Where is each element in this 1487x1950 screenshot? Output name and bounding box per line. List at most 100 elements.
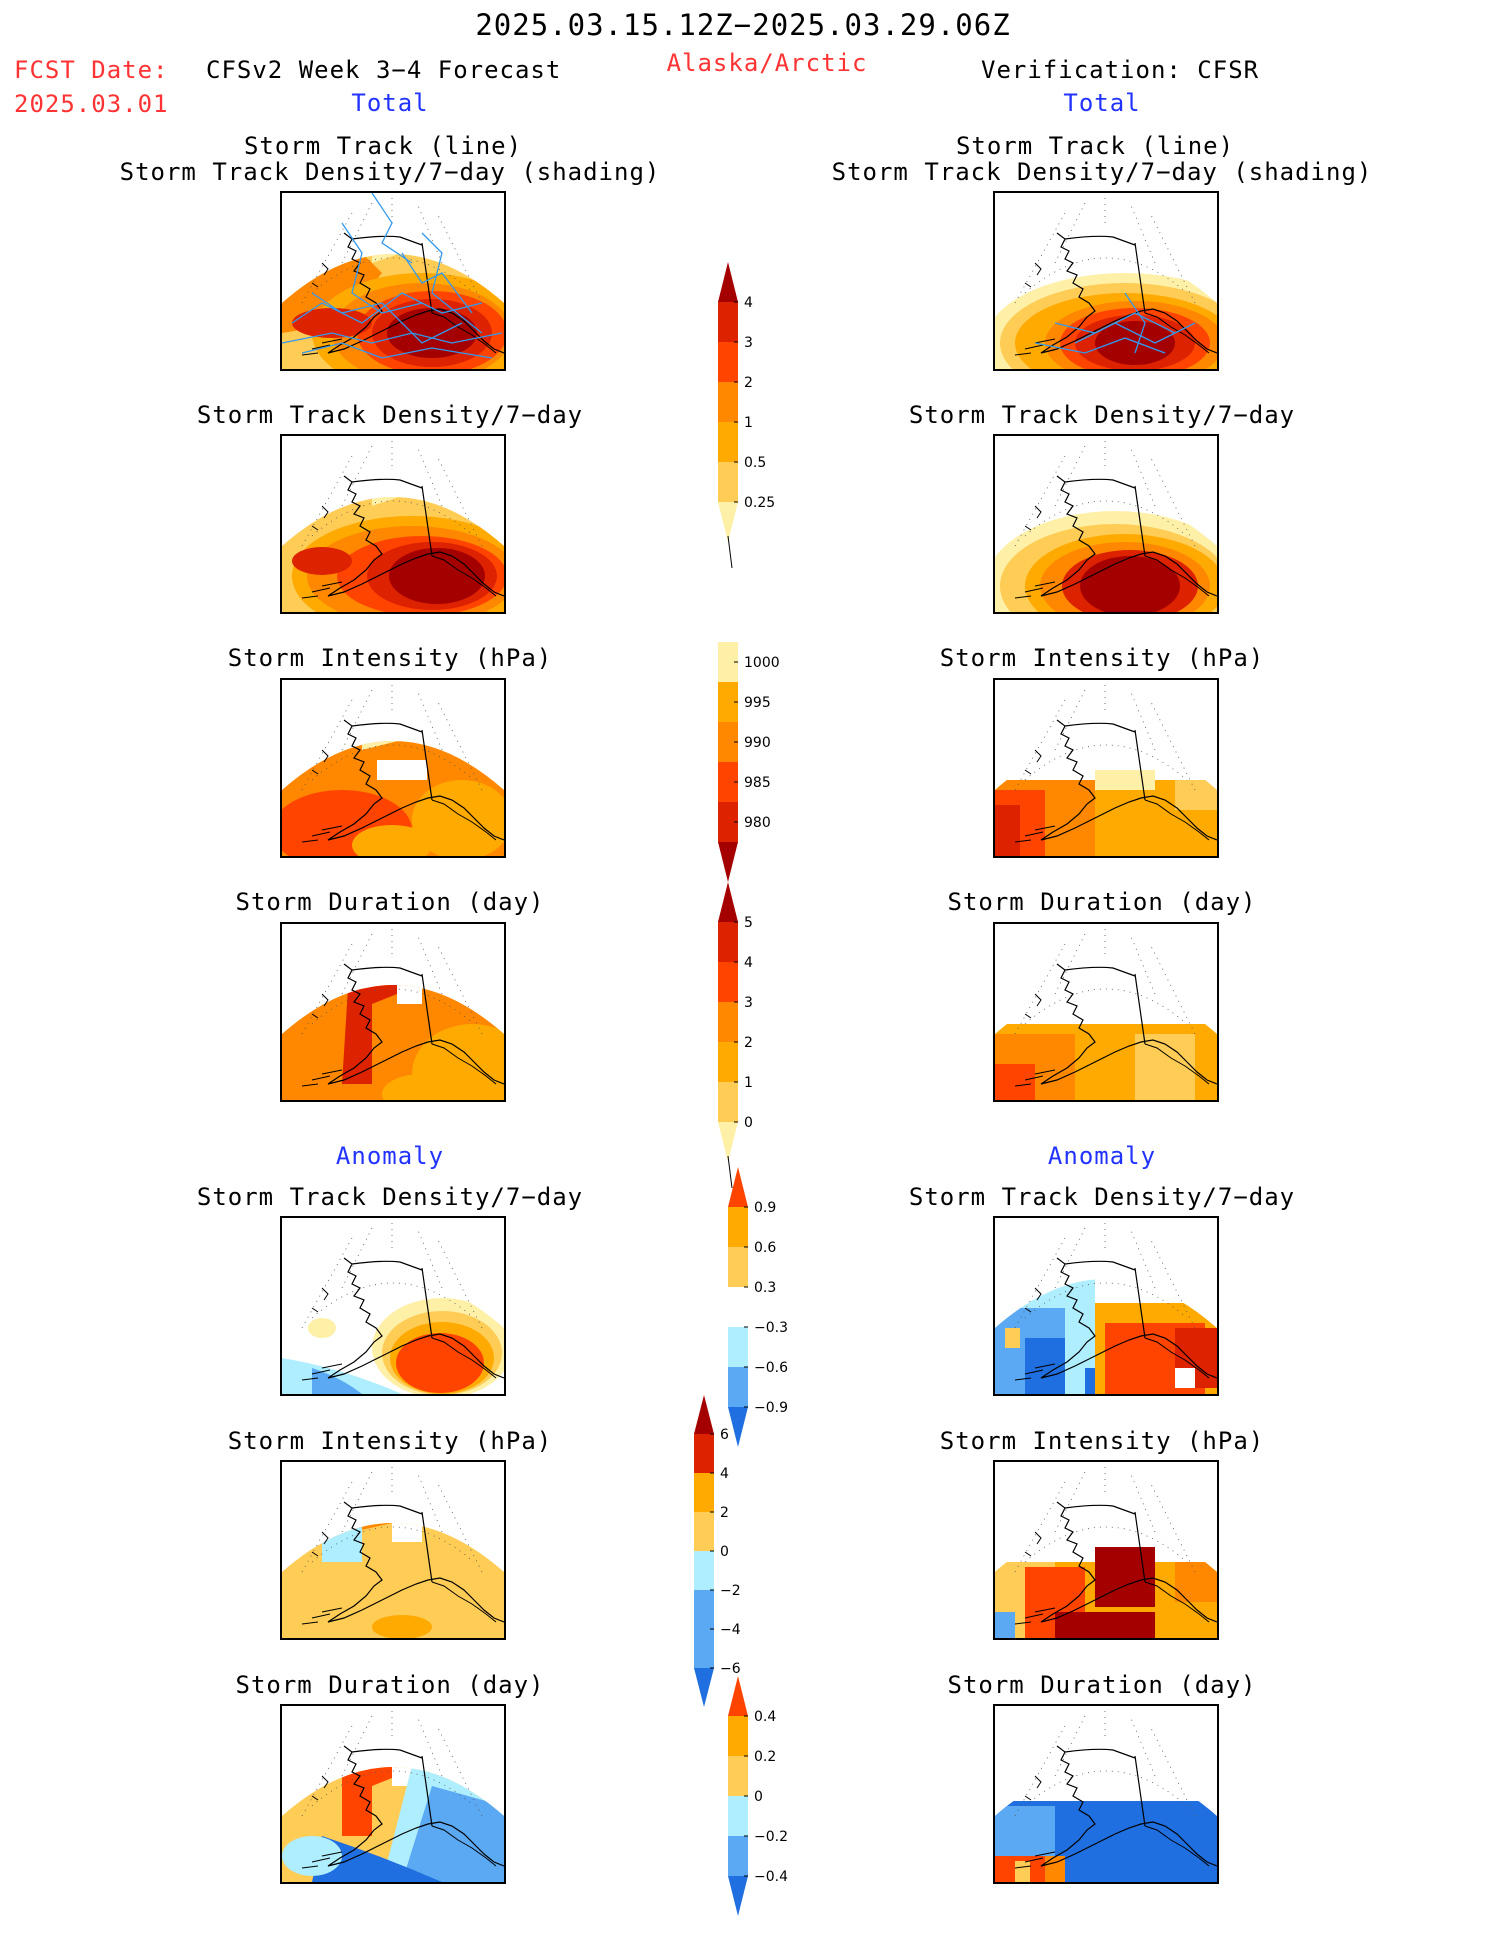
section-anomaly-right: Anomaly (1047, 1142, 1157, 1170)
colorbar-tick-label: −0.2 (754, 1829, 788, 1845)
colorbar-swatch (694, 1473, 714, 1512)
colorbar-swatch (694, 1395, 714, 1434)
colorbar-swatch (718, 302, 738, 342)
colorbar-tick-label: 4 (744, 295, 753, 311)
colorbar-density-anom: 0.9 0.6 0.3 −0.3 −0.6 −0.9 (728, 1167, 818, 1481)
colorbar-tick-label: −0.9 (754, 1400, 788, 1416)
colorbar-tick-label: 5 (744, 915, 753, 931)
map-track-forecast (280, 191, 506, 371)
colorbar-tick-label: −0.3 (754, 1320, 788, 1336)
title-duration-anom-left: Storm Duration (day) (235, 1671, 545, 1699)
colorbar-swatch (718, 842, 738, 882)
colorbar-swatch (728, 1716, 748, 1756)
colorbar-swatch (728, 1796, 748, 1836)
colorbar-swatch (728, 1836, 748, 1876)
title-intensity-anom-left: Storm Intensity (hPa) (227, 1427, 553, 1455)
colorbar-swatch (728, 1676, 748, 1716)
colorbar-swatch (718, 642, 738, 682)
colorbar-tick-label: 0.25 (744, 495, 775, 511)
colorbar-swatch (718, 1122, 738, 1162)
colorbar-duration-total: 5 4 3 2 1 0 (718, 882, 808, 1196)
colorbar-swatch (728, 1407, 748, 1447)
colorbar-tick-label: 0.6 (754, 1240, 776, 1256)
colorbar-intensity-total: 1000 995 990 985 980 (718, 642, 808, 916)
region-label: Alaska/Arctic (666, 49, 868, 77)
colorbar-swatch (694, 1668, 714, 1707)
colorbar-swatch (728, 1327, 748, 1367)
colorbar-tick-label: 1 (744, 415, 753, 431)
colorbar-tick-label: 0 (744, 1115, 753, 1131)
colorbar-swatch (728, 1367, 748, 1407)
colorbar-tick-label: −0.4 (754, 1869, 788, 1885)
colorbar-swatch (718, 1002, 738, 1042)
colorbar-tick-label: 0.4 (754, 1709, 776, 1725)
colorbar-swatch (718, 422, 738, 462)
colorbar-tick-label: 1000 (744, 655, 780, 671)
colorbar-swatch (718, 882, 738, 922)
colorbar-swatch (718, 382, 738, 422)
colorbar-swatch (694, 1434, 714, 1473)
colorbar-density-total: 4 3 2 1 0.5 0.25 (718, 262, 808, 576)
map-duration-forecast (280, 922, 506, 1102)
map-intensity-verification (993, 678, 1219, 858)
map-track-verification (993, 191, 1219, 371)
map-duration-verification (993, 922, 1219, 1102)
section-total-right: Total (1063, 89, 1141, 117)
title-track-line-right: Storm Track (line) (955, 132, 1235, 160)
colorbar-swatch (718, 502, 738, 542)
map-duration-anom-verification (993, 1704, 1219, 1884)
colorbar-swatch (694, 1551, 714, 1590)
colorbar-intensity-anom: 6 4 2 0 −2 −4 −6 (694, 1395, 784, 1741)
title-duration-anom-right: Storm Duration (day) (947, 1671, 1257, 1699)
colorbar-tick-label: 2 (744, 1035, 753, 1051)
title-density-anom-right: Storm Track Density/7−day (908, 1183, 1296, 1211)
colorbar-swatch (728, 1287, 748, 1327)
title-density-right: Storm Track Density/7−day (908, 401, 1296, 429)
colorbar-tick-label: 2 (720, 1505, 729, 1521)
colorbar-tick-label: 0.2 (754, 1749, 776, 1765)
verification-label: Verification: CFSR (981, 56, 1260, 84)
colorbar-tick-label: 0.9 (754, 1200, 776, 1216)
colorbar-tick-label: 4 (744, 955, 753, 971)
title-intensity-right: Storm Intensity (hPa) (939, 644, 1265, 672)
title-track-shading-right: Storm Track Density/7−day (shading) (831, 158, 1373, 186)
title-intensity-left: Storm Intensity (hPa) (227, 644, 553, 672)
colorbar-tick-label: 1 (744, 1075, 753, 1091)
title-density-left: Storm Track Density/7−day (196, 401, 584, 429)
fcst-date-value: 2025.03.01 (14, 90, 169, 118)
colorbar-tick-label: 3 (744, 995, 753, 1011)
colorbar-tick-label: −0.6 (754, 1360, 788, 1376)
colorbar-tick-label: 985 (744, 775, 771, 791)
colorbar-tick-label: −6 (720, 1661, 741, 1677)
colorbar-swatch (728, 1167, 748, 1207)
colorbar-tick-label: 3 (744, 335, 753, 351)
map-intensity-anom-verification (993, 1460, 1219, 1640)
colorbar-tick-label: −2 (720, 1583, 741, 1599)
colorbar-tick-label: 980 (744, 815, 771, 831)
colorbar-swatch (728, 1207, 748, 1247)
colorbar-swatch (728, 1756, 748, 1796)
map-density-verification (993, 434, 1219, 614)
map-density-forecast (280, 434, 506, 614)
colorbar-swatch (728, 1876, 748, 1916)
title-track-line-left: Storm Track (line) (243, 132, 523, 160)
colorbar-tick-label: 0.5 (744, 455, 766, 471)
map-intensity-anom-forecast (280, 1460, 506, 1640)
colorbar-swatch (718, 922, 738, 962)
colorbar-tick-label: −4 (720, 1622, 741, 1638)
map-density-anom-forecast (280, 1216, 506, 1396)
colorbar-swatch (718, 722, 738, 762)
section-anomaly-left: Anomaly (335, 1142, 445, 1170)
model-label: CFSv2 Week 3−4 Forecast (206, 56, 562, 84)
colorbar-swatch (718, 802, 738, 842)
map-intensity-forecast (280, 678, 506, 858)
colorbar-swatch (718, 1082, 738, 1122)
colorbar-swatch (694, 1512, 714, 1551)
fcst-date-label: FCST Date: (14, 56, 169, 84)
colorbar-duration-anom: 0.4 0.2 0 −0.2 −0.4 (728, 1676, 818, 1950)
colorbar-swatch (718, 1042, 738, 1082)
title-intensity-anom-right: Storm Intensity (hPa) (939, 1427, 1265, 1455)
colorbar-swatch (694, 1590, 714, 1629)
colorbar-tick-label: 4 (720, 1466, 729, 1482)
colorbar-tick-label: 995 (744, 695, 771, 711)
